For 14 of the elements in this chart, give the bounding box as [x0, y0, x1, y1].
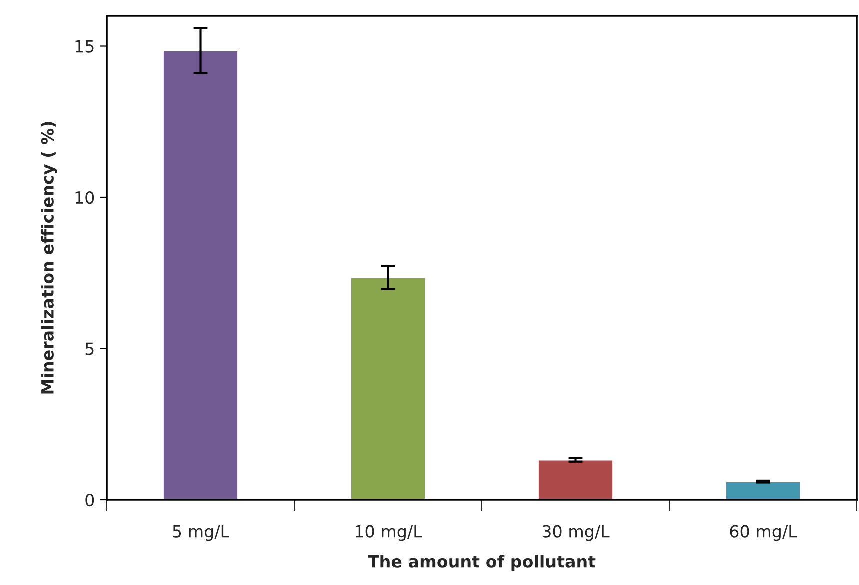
bar [350, 276, 426, 500]
y-tick-label: 15 [76, 40, 94, 53]
y-tick-label: 5 [86, 342, 94, 356]
x-tick-label: 60 mg/L [730, 525, 798, 542]
bar [725, 481, 802, 500]
y-tick-label: 10 [76, 191, 94, 204]
x-tick-label: 30 mg/L [542, 525, 610, 542]
x-axis-title: The amount of pollutant [368, 555, 596, 572]
y-axis-title: Mineralization efficiency ( %) [41, 122, 58, 394]
bar [162, 50, 239, 500]
x-tick-label: 10 mg/L [356, 525, 422, 542]
bar [538, 459, 614, 500]
x-tick-label: 5 mg/L [173, 526, 230, 542]
y-tick-label: 0 [86, 494, 94, 507]
